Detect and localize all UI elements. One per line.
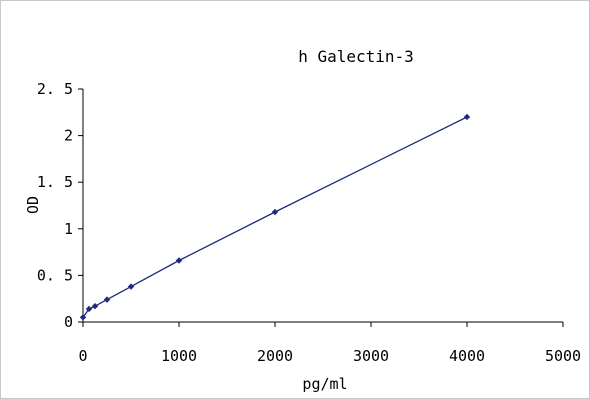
x-axis-label: pg/ml	[302, 375, 347, 393]
data-point-marker	[91, 302, 99, 310]
y-tick-label: 0. 5	[37, 266, 73, 284]
data-point-marker	[271, 208, 279, 216]
data-point-marker	[175, 257, 183, 264]
data-points	[79, 113, 471, 321]
x-tick-label: 3000	[353, 347, 389, 365]
y-axis-label: OD	[24, 196, 42, 214]
x-tick-label: 4000	[449, 347, 485, 365]
y-tick-label: 0	[64, 313, 73, 331]
y-tick-label: 2	[64, 127, 73, 145]
data-point-marker	[103, 296, 111, 303]
data-point-marker	[127, 283, 135, 290]
x-axis-ticks: 0 1000 2000 3000 4000 5000	[78, 322, 581, 365]
chart-title: h Galectin-3	[298, 47, 414, 66]
data-point-marker	[85, 305, 93, 313]
series-line	[82, 116, 468, 318]
x-tick-label: 5000	[545, 347, 581, 365]
x-tick-label: 0	[78, 347, 87, 365]
data-point-marker	[79, 314, 87, 321]
x-tick-label: 1000	[161, 347, 197, 365]
y-tick-label: 1	[64, 220, 73, 238]
y-tick-label: 1. 5	[37, 173, 73, 191]
x-tick-label: 2000	[257, 347, 293, 365]
y-axis-ticks: 0 0. 5 1 1. 5 2 2. 5	[37, 80, 83, 331]
data-point-marker	[463, 113, 471, 121]
y-tick-label: 2. 5	[37, 80, 73, 98]
